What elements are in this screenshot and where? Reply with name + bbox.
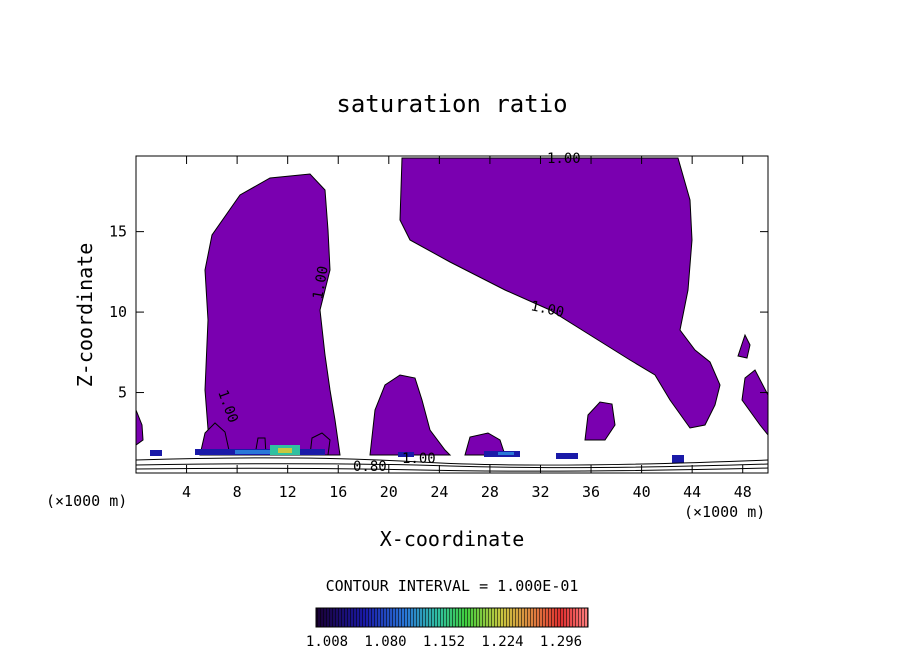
y-axis-label: Z-coordinate bbox=[73, 243, 97, 388]
region-right-top bbox=[399, 157, 721, 429]
region-left-edge bbox=[135, 409, 144, 446]
x-tick-label: 28 bbox=[481, 483, 499, 501]
contour-label-surface-1: 1.00 bbox=[402, 451, 436, 467]
x-tick-label: 48 bbox=[734, 483, 752, 501]
x-tick-label: 44 bbox=[683, 483, 701, 501]
x-tick-label: 36 bbox=[582, 483, 600, 501]
y-tick-label: 10 bbox=[109, 303, 127, 321]
x-tick-label: 12 bbox=[279, 483, 297, 501]
contour-label-left-upper: 1.00 bbox=[310, 265, 332, 301]
y-tick-label: 15 bbox=[109, 223, 127, 241]
contour-label-top: 1.00 bbox=[547, 151, 581, 167]
colorbar-label: 1.224 bbox=[481, 634, 523, 650]
contour-label-right-mid: 1.00 bbox=[529, 298, 565, 321]
contour-fill-regions bbox=[135, 157, 769, 456]
x-tick-label: 24 bbox=[430, 483, 448, 501]
colorbar bbox=[315, 607, 589, 628]
x-tick-label: 40 bbox=[633, 483, 651, 501]
surface-contour-lines bbox=[135, 457, 769, 472]
colorbar-labels: 1.008 1.080 1.152 1.224 1.296 bbox=[306, 634, 582, 650]
colorbar-label: 1.296 bbox=[540, 634, 582, 650]
contour-label-surface-2: 0.80 bbox=[353, 459, 387, 475]
colorbar-label: 1.152 bbox=[423, 634, 465, 650]
x-tick-label: 32 bbox=[531, 483, 549, 501]
plot-frame bbox=[135, 155, 769, 474]
y-axis-ticks: 5 10 15 bbox=[109, 223, 768, 402]
x-tick-label: 20 bbox=[380, 483, 398, 501]
x-tick-label: 8 bbox=[233, 483, 242, 501]
region-right-small bbox=[737, 333, 751, 359]
x-axis-label: X-coordinate bbox=[380, 527, 525, 551]
contour-interval-text: CONTOUR INTERVAL = 1.000E-01 bbox=[326, 577, 579, 595]
y-tick-label: 5 bbox=[118, 384, 127, 402]
region-mid-column bbox=[369, 374, 452, 456]
x-tick-label: 4 bbox=[182, 483, 191, 501]
colorbar-label: 1.008 bbox=[306, 634, 348, 650]
x-unit-left: (×1000 m) bbox=[46, 492, 127, 510]
region-left-column bbox=[204, 173, 341, 456]
low-level-supersaturation bbox=[150, 445, 684, 463]
region-mid-right-blob bbox=[584, 401, 616, 441]
colorbar-label: 1.080 bbox=[364, 634, 406, 650]
chart-title: saturation ratio bbox=[336, 90, 567, 118]
x-unit-right: (×1000 m) bbox=[684, 503, 765, 521]
region-right-edge bbox=[741, 369, 769, 437]
x-tick-label: 16 bbox=[329, 483, 347, 501]
x-axis-ticks: 4 8 12 16 20 24 28 32 36 40 44 48 bbox=[182, 156, 752, 501]
